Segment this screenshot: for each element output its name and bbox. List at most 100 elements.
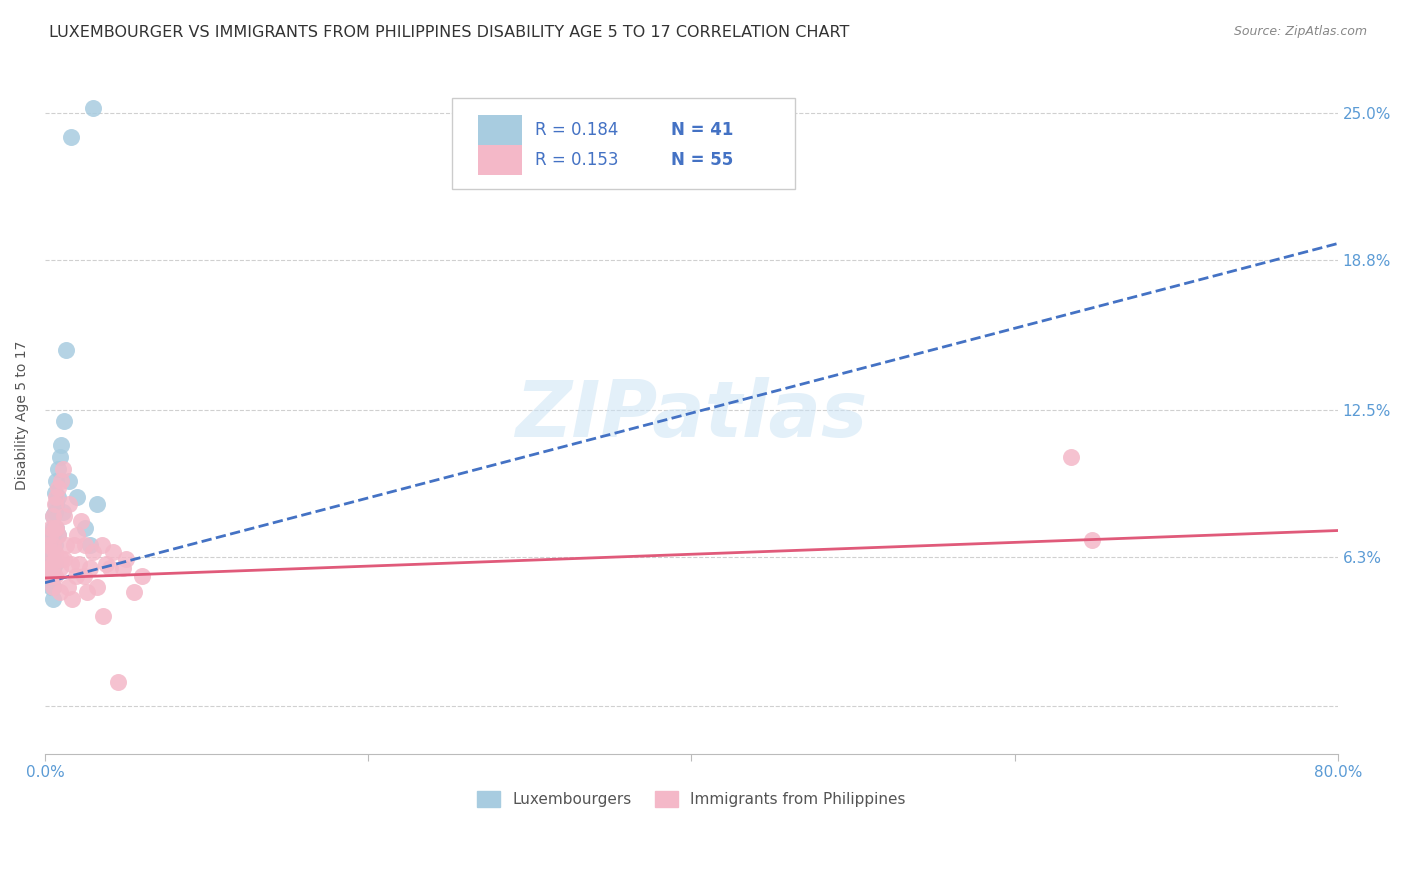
Point	[53, 509, 76, 524]
Point	[46, 528, 69, 542]
Point	[55, 538, 77, 552]
Point	[46, 528, 69, 542]
Point	[44, 485, 66, 500]
FancyBboxPatch shape	[478, 115, 522, 145]
Point	[59, 129, 82, 144]
Point	[90, 538, 112, 552]
Point	[38, 557, 60, 571]
Text: N = 41: N = 41	[671, 121, 733, 139]
Point	[42, 561, 65, 575]
Point	[45, 552, 67, 566]
Point	[58, 498, 80, 512]
Point	[42, 552, 65, 566]
Point	[79, 561, 101, 575]
Point	[42, 592, 65, 607]
Point	[66, 528, 89, 542]
Point	[75, 538, 97, 552]
Point	[75, 521, 97, 535]
Point	[45, 474, 67, 488]
Point	[55, 343, 77, 358]
Point	[41, 528, 63, 542]
Point	[42, 509, 65, 524]
Point	[79, 538, 101, 552]
Point	[42, 581, 65, 595]
Point	[38, 557, 60, 571]
Point	[44, 498, 66, 512]
Y-axis label: Disability Age 5 to 17: Disability Age 5 to 17	[15, 341, 30, 491]
Point	[91, 609, 114, 624]
Point	[67, 557, 90, 571]
Point	[44, 521, 66, 535]
Point	[65, 568, 87, 582]
Text: N = 55: N = 55	[671, 151, 733, 169]
Point	[122, 585, 145, 599]
Point	[59, 557, 82, 571]
Point	[41, 581, 63, 595]
Point	[82, 545, 104, 559]
Point	[76, 585, 98, 599]
Point	[41, 561, 63, 575]
Point	[46, 491, 69, 505]
Point	[45, 491, 67, 505]
Text: ZIPatlas: ZIPatlas	[515, 377, 868, 453]
Point	[1060, 450, 1083, 464]
Point	[53, 552, 76, 566]
Legend: Luxembourgers, Immigrants from Philippines: Luxembourgers, Immigrants from Philippin…	[471, 785, 911, 814]
Point	[44, 557, 66, 571]
Point	[49, 552, 72, 566]
Point	[107, 675, 129, 690]
Point	[66, 491, 89, 505]
Point	[98, 561, 121, 575]
Point	[62, 592, 84, 607]
Point	[41, 545, 63, 559]
Point	[41, 521, 63, 535]
Point	[41, 568, 63, 582]
Point	[42, 528, 65, 542]
Point	[44, 568, 66, 582]
Point	[46, 481, 69, 495]
Point	[53, 414, 76, 428]
Point	[82, 101, 104, 115]
Point	[56, 581, 79, 595]
Point	[42, 581, 65, 595]
Point	[131, 568, 153, 582]
Point	[86, 581, 108, 595]
Point	[44, 521, 66, 535]
Text: R = 0.184: R = 0.184	[534, 121, 619, 139]
Point	[86, 498, 108, 512]
Point	[42, 557, 65, 571]
Point	[49, 438, 72, 452]
Point	[37, 538, 59, 552]
Point	[114, 552, 136, 566]
Point	[45, 498, 67, 512]
Point	[96, 557, 118, 571]
Point	[45, 521, 67, 535]
Point	[101, 545, 124, 559]
Point	[42, 509, 65, 524]
Point	[42, 568, 65, 582]
Text: Source: ZipAtlas.com: Source: ZipAtlas.com	[1233, 25, 1367, 38]
Point	[48, 450, 70, 464]
Point	[73, 568, 96, 582]
Point	[48, 561, 70, 575]
Point	[42, 521, 65, 535]
Point	[41, 538, 63, 552]
Point	[69, 514, 91, 528]
Point	[1081, 533, 1104, 547]
Point	[45, 521, 67, 535]
Point	[63, 538, 86, 552]
Point	[44, 504, 66, 518]
Point	[49, 474, 72, 488]
Point	[37, 545, 59, 559]
Point	[48, 585, 70, 599]
Point	[42, 538, 65, 552]
Point	[38, 528, 60, 542]
Point	[42, 538, 65, 552]
Point	[52, 462, 75, 476]
Point	[44, 538, 66, 552]
Point	[52, 504, 75, 518]
Text: LUXEMBOURGER VS IMMIGRANTS FROM PHILIPPINES DISABILITY AGE 5 TO 17 CORRELATION C: LUXEMBOURGER VS IMMIGRANTS FROM PHILIPPI…	[49, 25, 849, 40]
Point	[58, 474, 80, 488]
Point	[41, 549, 63, 564]
Point	[41, 568, 63, 582]
